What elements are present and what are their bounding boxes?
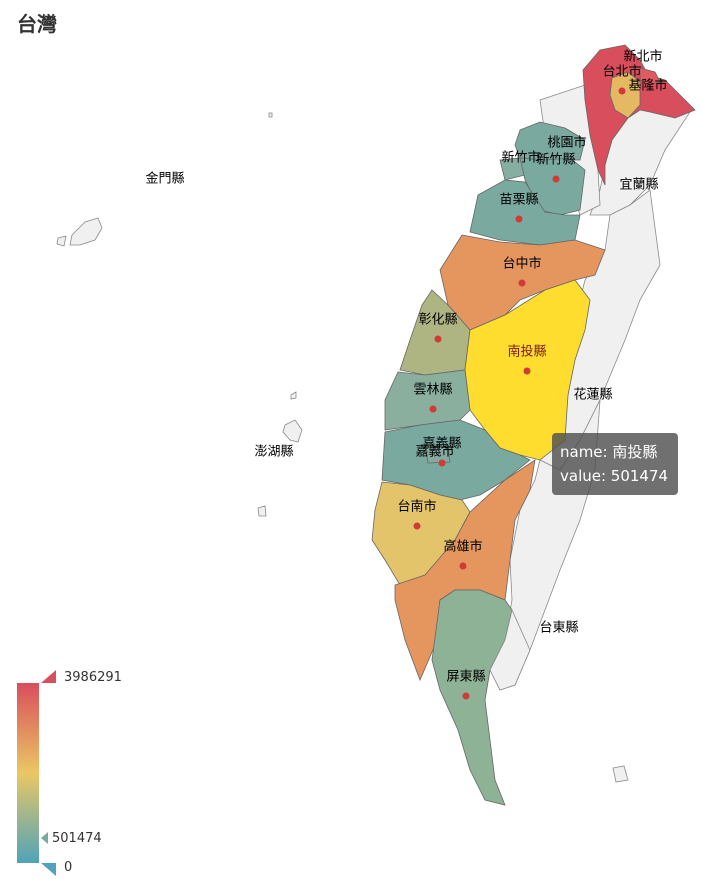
region-penghu[interactable] <box>282 419 303 443</box>
region-label: 新北市 <box>623 49 662 65</box>
region-dot <box>518 279 526 287</box>
region-label: 高雄市 <box>443 539 482 555</box>
region-label: 桃園市 <box>547 135 586 151</box>
region-label: 雲林縣 <box>413 383 452 398</box>
region-label: 澎湖縣 <box>254 445 293 460</box>
region-label: 新竹市 <box>501 150 540 166</box>
visual-map-handle-label: 501474 <box>52 831 102 846</box>
region-label: 花蓮縣 <box>573 387 612 403</box>
region-label: 基隆市 <box>628 78 667 94</box>
region-label: 金門縣 <box>145 171 184 187</box>
region-islet[interactable] <box>268 112 273 118</box>
region-label: 彰化縣 <box>418 312 457 328</box>
region-dot <box>413 522 421 530</box>
region-new-taipei[interactable] <box>582 44 696 186</box>
region-dot <box>515 215 523 223</box>
region-label: 屏東縣 <box>446 669 485 685</box>
region-kinmen-small[interactable] <box>56 235 67 247</box>
region-label: 苗栗縣 <box>499 193 538 208</box>
region-pingtung[interactable] <box>431 589 513 806</box>
visual-map-min-label: 0 <box>64 860 72 875</box>
region-label: 嘉義市 <box>415 444 454 460</box>
visual-map-top-handle[interactable] <box>41 670 56 683</box>
visual-map-bottom-handle[interactable] <box>41 863 56 876</box>
region-dot <box>618 87 626 95</box>
region-label: 南投縣 <box>507 344 546 360</box>
region-taitung-south[interactable] <box>489 608 531 691</box>
region-labels: 新北市台北市基隆市桃園市新竹市新竹縣苗栗縣台中市彰化縣南投縣雲林縣嘉義縣嘉義市台… <box>145 49 668 700</box>
region-taipei[interactable] <box>609 71 641 119</box>
visual-map-bar[interactable] <box>17 683 39 863</box>
region-green-island[interactable] <box>612 765 629 783</box>
region-dot <box>438 459 446 467</box>
region-label: 宜蘭縣 <box>619 177 658 193</box>
region-penghu-2[interactable] <box>290 391 297 400</box>
region-label: 新竹縣 <box>536 152 575 168</box>
region-dot <box>552 175 560 183</box>
map-tooltip: name: 南投縣 value: 501474 <box>552 433 678 495</box>
region-penghu-3[interactable] <box>257 505 267 517</box>
visual-map-mid-handle[interactable] <box>41 832 48 844</box>
tooltip-name: name: 南投縣 <box>560 443 658 461</box>
region-label: 台東縣 <box>539 620 578 636</box>
page-title: 台灣 <box>17 12 57 36</box>
tooltip-value: value: 501474 <box>560 467 669 485</box>
region-label: 台北市 <box>602 64 641 80</box>
region-dot <box>429 405 437 413</box>
region-kinmen[interactable] <box>69 217 103 246</box>
region-chiayi-city[interactable] <box>424 444 451 464</box>
region-label: 台中市 <box>502 256 541 272</box>
region-dot <box>523 367 531 375</box>
region-label: 嘉義縣 <box>422 436 461 452</box>
visual-map-max-label: 3986291 <box>64 670 122 685</box>
region-dot <box>459 562 467 570</box>
region-keelung[interactable] <box>639 67 661 86</box>
region-dot <box>434 335 442 343</box>
region-miaoli[interactable] <box>469 179 581 246</box>
region-dot <box>462 692 470 700</box>
region-label: 台南市 <box>397 499 436 515</box>
